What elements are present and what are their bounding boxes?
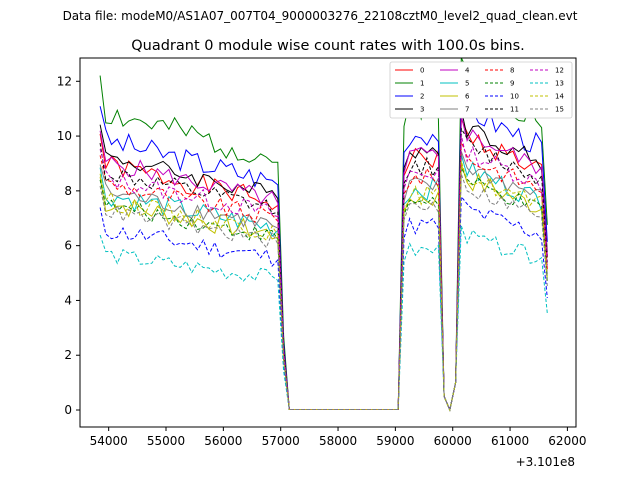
legend-label-2: 2 bbox=[420, 93, 424, 101]
y-axis: 0 2 4 6 8 10 12 bbox=[57, 74, 80, 417]
y-tick-label: 0 bbox=[64, 403, 72, 417]
y-tick-label: 2 bbox=[64, 348, 72, 362]
series-lines bbox=[99, 58, 548, 412]
y-tick-label: 6 bbox=[64, 239, 72, 253]
x-tick-label: 60000 bbox=[434, 434, 472, 448]
series-line-15 bbox=[99, 173, 548, 412]
series-line-14 bbox=[99, 160, 548, 412]
x-tick-label: 62000 bbox=[548, 434, 586, 448]
series-line-12 bbox=[99, 135, 548, 412]
series-line-2 bbox=[99, 88, 548, 412]
y-tick-label: 4 bbox=[64, 293, 72, 307]
y-tick-label: 8 bbox=[64, 184, 72, 198]
x-offset-label: +3.101e8 bbox=[516, 455, 575, 469]
chart-suptitle: Data file: modeM0/AS1A07_007T04_90000032… bbox=[63, 9, 578, 23]
series-line-13 bbox=[99, 225, 548, 412]
legend-label-14: 14 bbox=[555, 93, 564, 101]
chart-title: Quadrant 0 module wise count rates with … bbox=[131, 38, 525, 54]
series-line-7 bbox=[99, 151, 548, 412]
legend-label-12: 12 bbox=[555, 67, 564, 75]
y-tick-label: 10 bbox=[57, 129, 72, 143]
legend-label-10: 10 bbox=[510, 93, 519, 101]
legend-label-9: 9 bbox=[510, 80, 514, 88]
series-line-9 bbox=[99, 167, 548, 412]
legend-box bbox=[389, 61, 573, 119]
x-tick-label: 55000 bbox=[147, 434, 185, 448]
legend-label-8: 8 bbox=[510, 67, 514, 75]
x-axis: 54000 55000 56000 57000 58000 59000 60000 61000… bbox=[90, 427, 586, 448]
plot-area-frame bbox=[79, 57, 577, 428]
legend-label-11: 11 bbox=[510, 106, 519, 114]
legend-label-5: 5 bbox=[465, 80, 469, 88]
legend-label-7: 7 bbox=[465, 106, 469, 114]
legend-label-13: 13 bbox=[555, 80, 564, 88]
legend-label-15: 15 bbox=[555, 106, 564, 114]
x-tick-label: 59000 bbox=[376, 434, 414, 448]
x-tick-label: 54000 bbox=[90, 434, 128, 448]
series-line-5 bbox=[99, 154, 548, 412]
series-line-10 bbox=[99, 195, 548, 412]
legend-label-0: 0 bbox=[420, 67, 424, 75]
x-tick-label: 56000 bbox=[204, 434, 242, 448]
x-tick-label: 58000 bbox=[319, 434, 357, 448]
legend-label-1: 1 bbox=[420, 80, 424, 88]
y-tick-label: 12 bbox=[57, 74, 72, 88]
series-line-4 bbox=[99, 115, 548, 412]
x-tick-label: 61000 bbox=[491, 434, 529, 448]
series-line-0 bbox=[99, 118, 548, 412]
legend-label-3: 3 bbox=[420, 106, 424, 114]
legend-label-6: 6 bbox=[465, 93, 470, 101]
x-tick-label: 57000 bbox=[262, 434, 300, 448]
legend-label-4: 4 bbox=[465, 67, 470, 75]
